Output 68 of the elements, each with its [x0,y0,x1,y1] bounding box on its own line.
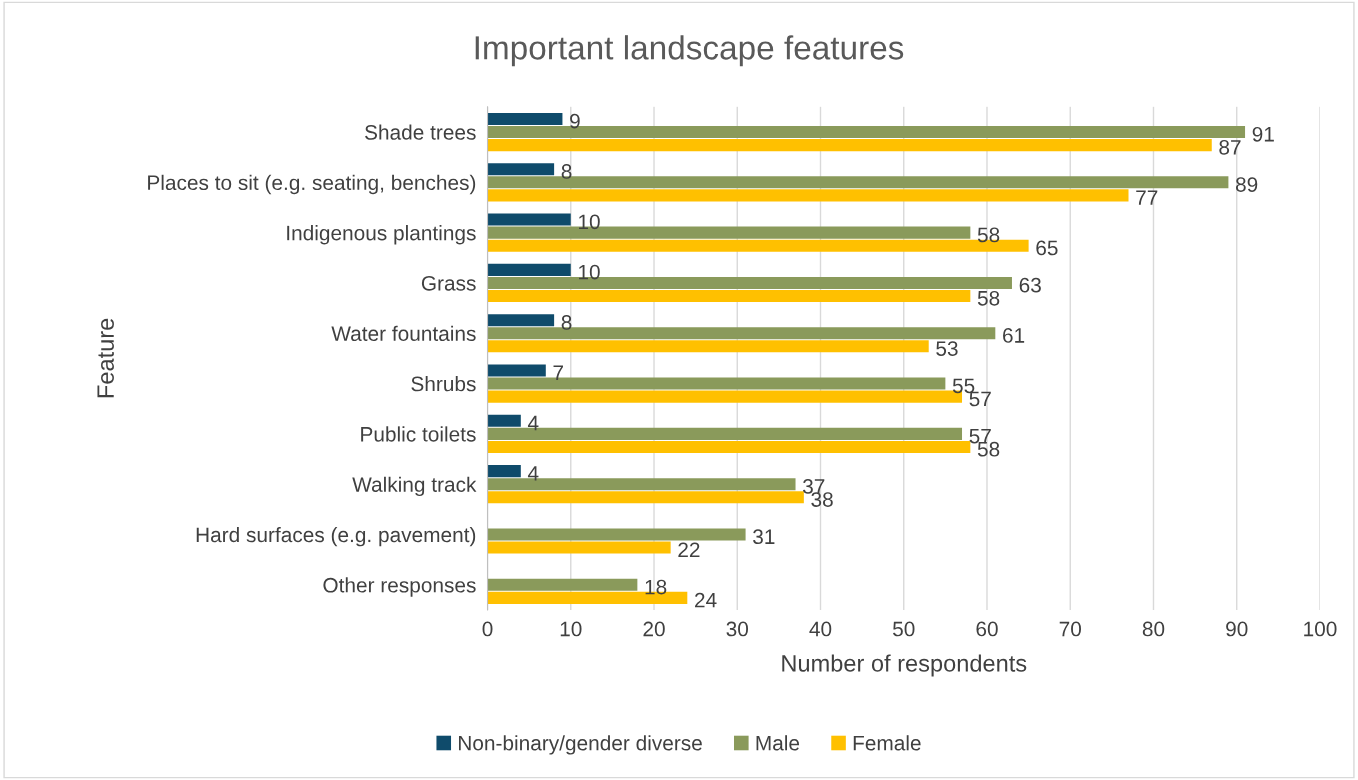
bar [487,139,1212,152]
bar [487,414,521,427]
y-tick-label: Grass [421,275,476,291]
y-tick-label: Hard surfaces (e.g. pavement) [196,526,476,547]
data-label: 77 [1136,190,1158,205]
bar [487,340,929,353]
legend-label: Female [853,735,921,751]
bar [487,578,638,591]
data-label: 58 [977,227,1000,243]
x-tick-label: 70 [1059,621,1082,637]
data-label: 61 [1003,328,1025,343]
y-tick-label: Walking track [352,476,477,497]
bar [487,189,1129,202]
data-label: 4 [527,415,539,431]
data-label: 7 [553,365,563,380]
bar [487,163,555,176]
data-label: 8 [561,315,572,330]
data-label: 58 [977,290,1000,306]
chart-title: Important landscape features [475,35,904,67]
y-tick-label: Indigenous plantings [287,225,476,245]
y-tick-label: Public toilets [361,426,476,442]
bar [487,528,746,541]
data-label: 18 [645,579,667,595]
data-label: 65 [1036,240,1058,256]
data-label: 10 [579,214,600,230]
legend-label: Non-binary/gender diverse [458,735,702,755]
y-tick-label: Places to sit (e.g. seating, benches) [148,174,476,195]
bar [487,213,571,226]
y-tick-label: Shade trees [365,124,476,140]
bar [487,465,521,478]
bar [487,263,571,276]
data-label: 22 [678,542,700,557]
x-tick-label: 80 [1142,621,1165,637]
x-tick-label: 50 [893,621,915,637]
x-tick-label: 90 [1226,621,1248,637]
data-label: 24 [695,592,717,608]
y-tick-label: Water fountains [331,325,476,342]
x-tick-label: 10 [560,621,582,637]
x-tick-label: 100 [1304,621,1337,637]
data-label: 38 [811,492,833,507]
bar [487,289,971,303]
data-label: 89 [1235,177,1258,192]
x-tick-label: 30 [726,621,749,637]
x-tick-label: 60 [976,621,998,637]
data-label: 8 [561,164,572,179]
data-label: 10 [579,264,600,280]
bar [487,541,671,554]
bar [487,364,546,377]
data-label: 53 [936,341,958,356]
bar [487,491,804,504]
legend-label: Male [756,735,800,751]
data-label: 31 [753,529,775,545]
bar [487,314,555,327]
x-tick-label: 0 [482,621,493,637]
data-label: 87 [1219,139,1241,155]
y-axis-title: Feature [97,318,114,398]
data-label: 4 [527,466,539,481]
x-tick-label: 20 [643,621,665,637]
y-tick-label: Other responses [323,577,476,597]
bar [487,440,971,453]
data-label: 37 [802,479,825,494]
x-tick-label: 40 [809,621,832,637]
data-label: 91 [1252,126,1274,142]
bar [487,112,563,125]
data-label: 9 [570,113,580,129]
x-axis-title: Number of respondents [782,654,1027,677]
data-label: 63 [1019,277,1041,293]
y-tick-label: Shrubs [411,376,476,392]
